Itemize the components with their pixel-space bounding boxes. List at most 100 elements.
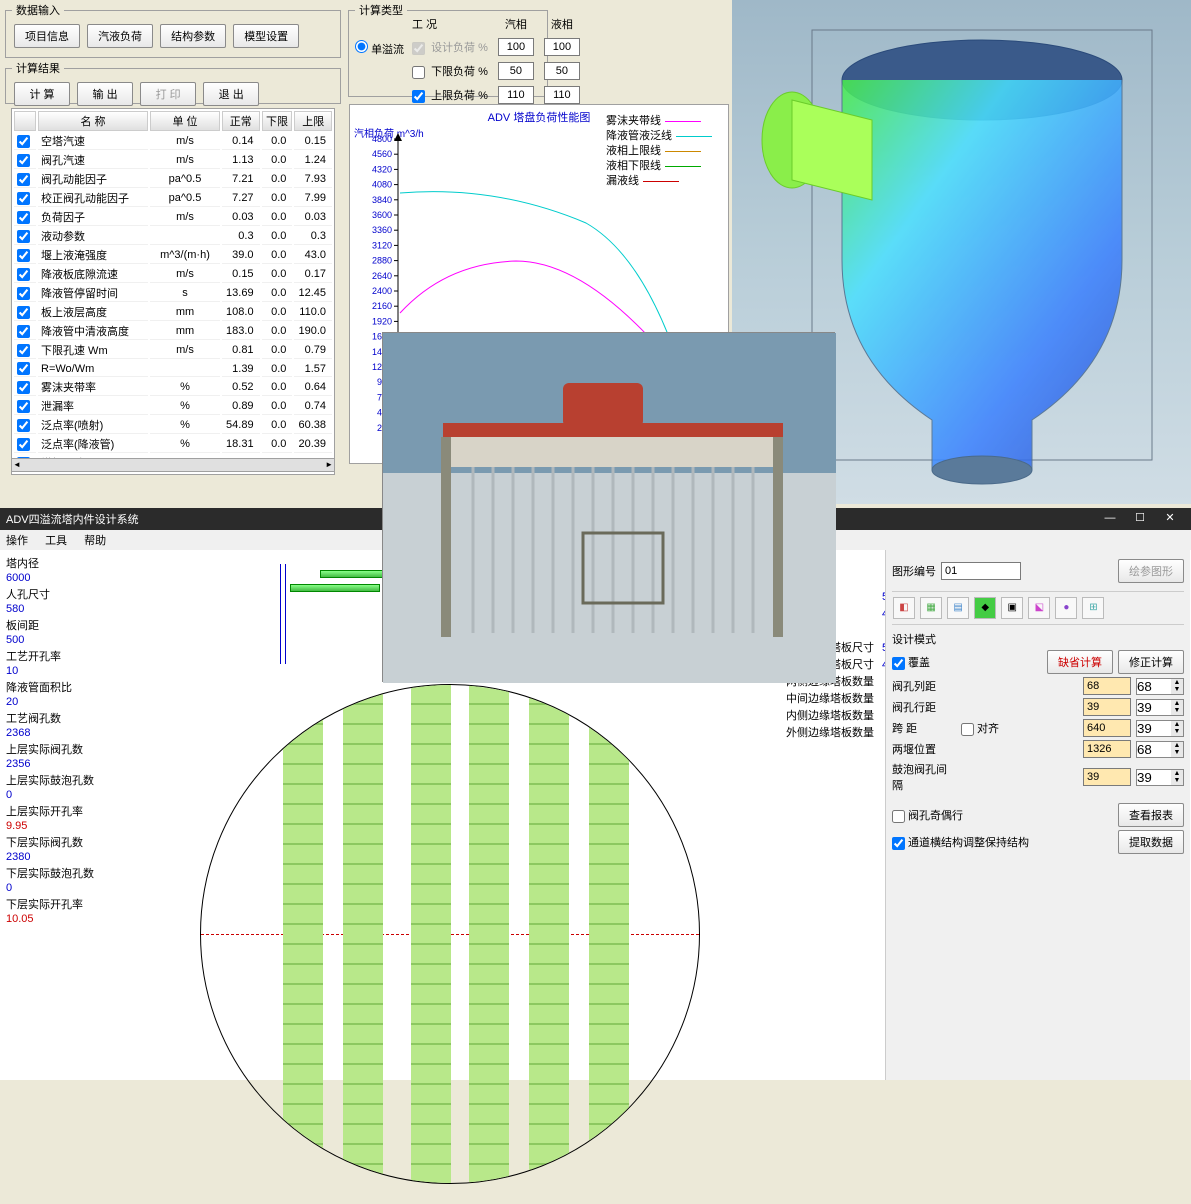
cond-vapor-input[interactable]: [498, 86, 534, 104]
calculate-button[interactable]: 计 算: [14, 82, 70, 106]
field-input-1[interactable]: [1083, 740, 1131, 758]
legend-label: 液相上限线: [606, 145, 661, 157]
align-checkbox[interactable]: 对齐: [961, 720, 999, 736]
row-checkbox[interactable]: [17, 381, 30, 394]
exit-button[interactable]: 退 出: [203, 82, 259, 106]
tool-icon-1[interactable]: ◧: [893, 597, 915, 619]
menu-tools[interactable]: 工具: [45, 535, 67, 547]
row-checkbox[interactable]: [17, 268, 30, 281]
odd-even-checkbox[interactable]: 阀孔奇偶行: [892, 807, 963, 823]
svg-text:3840: 3840: [372, 195, 392, 205]
cond-checkbox[interactable]: [412, 66, 425, 79]
svg-text:3360: 3360: [372, 225, 392, 235]
field-input-1[interactable]: [1083, 768, 1131, 786]
row-checkbox[interactable]: [17, 287, 30, 300]
tool-icon-4[interactable]: ◆: [974, 597, 996, 619]
vapor-liquid-load-button[interactable]: 汽液负荷: [87, 24, 153, 48]
field-input-1[interactable]: [1083, 677, 1131, 695]
param-value: 10.05: [6, 912, 94, 926]
cond-vapor-input[interactable]: [498, 62, 534, 80]
tool-icon-6[interactable]: ⬕: [1028, 597, 1050, 619]
min-button[interactable]: —: [1095, 512, 1125, 524]
field-input-1[interactable]: [1083, 698, 1131, 716]
field-spinner[interactable]: ▲▼: [1136, 720, 1184, 737]
field-spinner[interactable]: ▲▼: [1136, 699, 1184, 716]
cover-checkbox[interactable]: 覆盖: [892, 654, 930, 670]
draw-graph-button[interactable]: 绘参图形: [1118, 559, 1184, 583]
table-row: 板上液层高度mm108.00.0110.0: [14, 304, 332, 321]
field-spinner[interactable]: ▲▼: [1136, 769, 1184, 786]
calc-type-legend: 计算类型: [355, 2, 407, 18]
cond-checkbox[interactable]: [412, 90, 425, 103]
svg-text:2400: 2400: [372, 286, 392, 296]
row-checkbox[interactable]: [17, 325, 30, 338]
cond-vapor-input[interactable]: [498, 38, 534, 56]
tool-icon-7[interactable]: ●: [1055, 597, 1077, 619]
cond-liquid-input[interactable]: [544, 86, 580, 104]
cond-checkbox[interactable]: [412, 42, 425, 55]
legend-label: 漏液线: [606, 175, 639, 187]
legend-swatch: [665, 121, 701, 122]
tool-icon-8[interactable]: ⊞: [1082, 597, 1104, 619]
extract-data-button[interactable]: 提取数据: [1118, 830, 1184, 854]
model-settings-button[interactable]: 模型设置: [233, 24, 299, 48]
fix-calc-button[interactable]: 修正计算: [1118, 650, 1184, 674]
project-info-button[interactable]: 项目信息: [14, 24, 80, 48]
row-checkbox[interactable]: [17, 419, 30, 432]
field-spinner[interactable]: ▲▼: [1136, 678, 1184, 695]
svg-text:3600: 3600: [372, 210, 392, 220]
default-calc-button[interactable]: 缺省计算: [1047, 650, 1113, 674]
row-checkbox[interactable]: [17, 173, 30, 186]
struct-params-button[interactable]: 结构参数: [160, 24, 226, 48]
col-unit: 单 位: [150, 111, 220, 131]
param-label: 板间距: [6, 619, 94, 633]
row-checkbox[interactable]: [17, 135, 30, 148]
param-label: 外侧边缘塔板数量: [786, 726, 880, 741]
param-value: 9.95: [6, 819, 94, 833]
row-checkbox[interactable]: [17, 362, 30, 375]
left-params: 塔内径6000人孔尺寸580板间距500工艺开孔率10降液管面积比20工艺阀孔数…: [6, 554, 94, 926]
graph-no-input[interactable]: [941, 562, 1021, 580]
menu-help[interactable]: 帮助: [84, 535, 106, 547]
single-overflow-radio[interactable]: [355, 40, 368, 53]
table-row: R=Wo/Wm1.390.01.57: [14, 361, 332, 377]
legend-label: 液相下限线: [606, 160, 661, 172]
row-checkbox[interactable]: [17, 192, 30, 205]
legend-swatch: [665, 151, 701, 152]
cond-liquid-input[interactable]: [544, 38, 580, 56]
print-button[interactable]: 打 印: [140, 82, 196, 106]
menu-operation[interactable]: 操作: [6, 535, 28, 547]
param-label: 工艺开孔率: [6, 650, 94, 664]
row-checkbox[interactable]: [17, 154, 30, 167]
cond-liquid-input[interactable]: [544, 62, 580, 80]
table-row: 降液管停留时间s13.690.012.45: [14, 285, 332, 302]
field-input-1[interactable]: [1083, 719, 1131, 737]
max-button[interactable]: ☐: [1125, 511, 1155, 524]
row-checkbox[interactable]: [17, 438, 30, 451]
field-spinner[interactable]: ▲▼: [1136, 741, 1184, 758]
view-report-button[interactable]: 查看报表: [1118, 803, 1184, 827]
chart-legend: 雾沫夹带线降液管液泛线液相上限线液相下限线漏液线: [606, 114, 712, 189]
table-row: 下限孔速 Wmm/s0.810.00.79: [14, 342, 332, 359]
liquid-header: 液相: [540, 14, 584, 34]
channel-struct-checkbox[interactable]: 通道横结构调整保持结构: [892, 834, 1029, 850]
h-scrollbar[interactable]: [11, 458, 335, 472]
output-button[interactable]: 输 出: [77, 82, 133, 106]
close-button[interactable]: ✕: [1155, 511, 1185, 524]
table-row: 液动参数0.30.00.3: [14, 228, 332, 245]
table-row: 阀孔汽速m/s1.130.01.24: [14, 152, 332, 169]
table-row: 降液板底隙流速m/s0.150.00.17: [14, 266, 332, 283]
row-checkbox[interactable]: [17, 400, 30, 413]
tool-icon-5[interactable]: ▣: [1001, 597, 1023, 619]
row-checkbox[interactable]: [17, 211, 30, 224]
tool-icon-3[interactable]: ▤: [947, 597, 969, 619]
table-row: 泛点率(喷射)%54.890.060.38: [14, 417, 332, 434]
row-checkbox[interactable]: [17, 249, 30, 262]
row-checkbox[interactable]: [17, 230, 30, 243]
tray-strip: [589, 685, 629, 1183]
row-checkbox[interactable]: [17, 344, 30, 357]
tool-icon-2[interactable]: ▦: [920, 597, 942, 619]
row-checkbox[interactable]: [17, 306, 30, 319]
design-mode-label: 设计模式: [892, 631, 1184, 647]
field-label: 阀孔行距: [892, 699, 956, 715]
